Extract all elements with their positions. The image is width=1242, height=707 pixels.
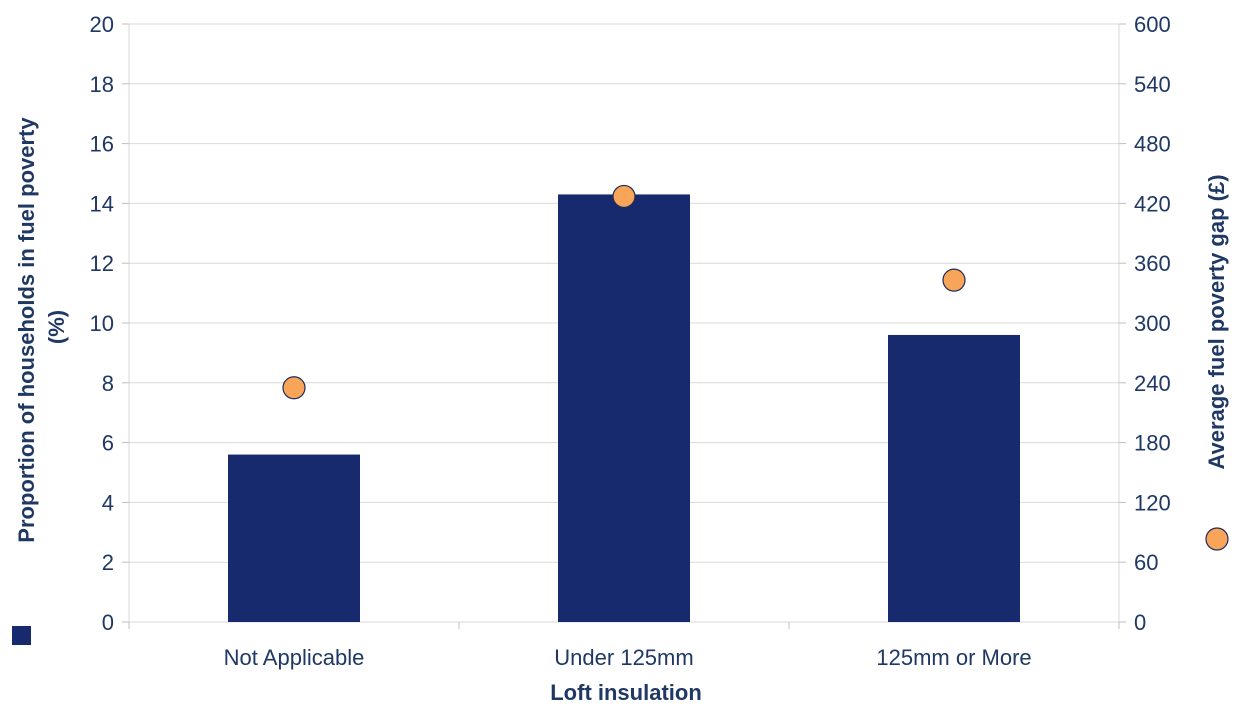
right-tick-label: 240 [1134,371,1171,396]
left-tick-label: 10 [90,311,114,336]
right-tick-label: 540 [1134,72,1171,97]
marker-series-legend-key [1205,527,1229,551]
right-tick-label: 480 [1134,132,1171,157]
right-tick-label: 0 [1134,610,1146,635]
x-tick-label: Not Applicable [224,645,365,670]
marker-2 [612,184,636,209]
left-tick-label: 4 [102,490,114,515]
right-axis-title: Average fuel poverty gap (£) [1204,174,1229,469]
left-axis-title-line-2: (%) [44,310,69,344]
x-axis-title: Loft insulation [550,680,702,705]
right-tick-label: 600 [1134,12,1171,37]
right-tick-label: 420 [1134,191,1171,216]
markers [282,184,966,400]
left-tick-label: 14 [90,191,114,216]
left-tick-label: 12 [90,251,114,276]
bar-3 [888,334,1020,622]
x-tick-label: 125mm or More [876,645,1031,670]
right-axis-ticks: 0 60 120 180 240 300 360 420 480 540 600 [1119,12,1171,635]
left-axis-ticks: 0 2 4 6 8 10 12 14 16 18 20 [90,12,129,635]
left-tick-label: 6 [102,431,114,456]
right-tick-label: 360 [1134,251,1171,276]
marker-1 [282,376,306,400]
bar-2 [558,194,690,622]
left-tick-label: 2 [102,550,114,575]
right-tick-label: 180 [1134,431,1171,456]
bar-1 [228,454,360,622]
bar-series-legend-key [12,626,31,645]
left-tick-label: 16 [90,132,114,157]
x-tick-label: Under 125mm [554,645,693,670]
left-tick-label: 20 [90,12,114,37]
left-tick-label: 8 [102,371,114,396]
right-tick-label: 60 [1134,550,1158,575]
left-axis-title: Proportion of households in fuel poverty… [14,111,69,542]
right-tick-label: 120 [1134,490,1171,515]
left-tick-label: 18 [90,72,114,97]
left-tick-label: 0 [102,610,114,635]
marker-3 [942,268,966,292]
x-axis-ticks: Not Applicable Under 125mm 125mm or More [128,622,1120,670]
bars [228,194,1020,622]
right-tick-label: 300 [1134,311,1171,336]
left-axis-title-line-1: Proportion of households in fuel poverty [14,117,39,543]
